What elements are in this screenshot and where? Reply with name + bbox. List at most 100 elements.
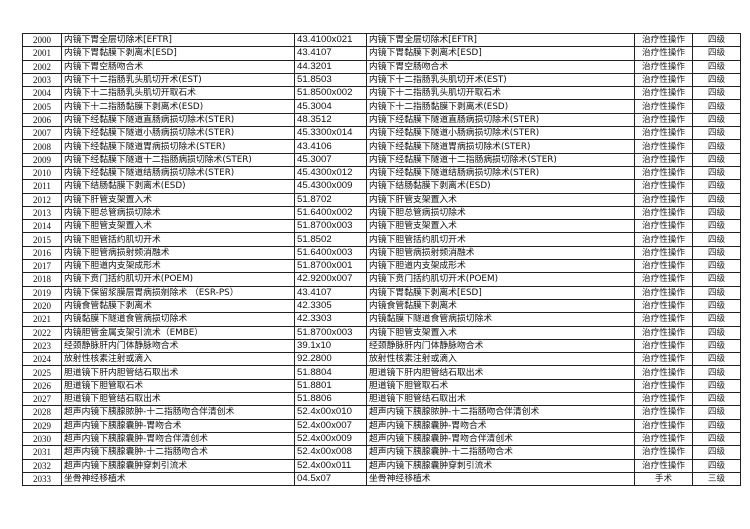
- procedure-code-cell: 51.8804: [294, 365, 367, 380]
- procedure-name-cell: 放射性核素注射或滴入: [61, 352, 295, 367]
- procedure-type-cell: 手术: [634, 471, 693, 487]
- procedure-table: 2000 内镜下胃全层切除术[EFTR] 43.4100x021 内镜下胃全层切除术[…: [22, 32, 741, 487]
- mapped-procedure-name-cell: 内镜食管黏膜下剥离术: [366, 298, 635, 314]
- procedure-type-cell: 治疗性操作: [634, 245, 693, 261]
- procedure-level-cell: 四级: [692, 298, 741, 314]
- procedure-code-cell: 51.8700x001: [294, 259, 367, 274]
- procedure-type-cell: 治疗性操作: [634, 272, 693, 287]
- mapped-procedure-name-cell: 胆道镜下胆管结石取出术: [366, 392, 635, 407]
- table-row: 2024 放射性核素注射或滴入 92.2800 放射性核素注射或滴入 治疗性操作 四级: [22, 352, 741, 367]
- table-row: 2003 内镜下十二指肠乳头肌切开术(EST) 51.8503 内镜下十二指肠乳头肌切…: [22, 72, 741, 88]
- procedure-name-cell: 内镜下结肠黏膜下剥离术(ESD): [61, 179, 295, 194]
- table-row: 2012 内镜下肝管支架置入术 51.8702 内镜下肝管支架置入术 治疗性操作 四级: [22, 192, 741, 207]
- table-row: 2023 经颈静脉肝内门体静脉吻合术 39.1x10 经颈静脉肝内门体静脉吻合术 治疗性…: [22, 338, 741, 354]
- row-number-cell: 2016: [22, 245, 62, 261]
- table-row: 2014 内镜下胆管支架置入术 51.8700x003 内镜下胆管支架置入术 治疗性操作…: [22, 219, 741, 234]
- mapped-procedure-name-cell: 内镜下十二指肠乳头肌切开术(EST): [366, 72, 635, 88]
- procedure-code-cell: 51.8801: [294, 378, 367, 394]
- procedure-name-cell: 内镜下肝管支架置入术: [61, 192, 295, 207]
- procedure-level-cell: 四级: [692, 232, 741, 247]
- procedure-type-cell: 治疗性操作: [634, 126, 693, 141]
- mapped-procedure-name-cell: 内镜下胆管支架置入术: [366, 325, 635, 340]
- row-number-cell: 2028: [22, 405, 62, 420]
- procedure-type-cell: 治疗性操作: [634, 378, 693, 394]
- procedure-type-cell: 治疗性操作: [634, 152, 693, 167]
- procedure-code-cell: 51.8700x003: [294, 325, 367, 340]
- row-number-cell: 2033: [22, 471, 62, 487]
- procedure-name-cell: 内镜下贲门括约肌切开术(POEM): [61, 272, 295, 287]
- row-number-cell: 2006: [22, 112, 62, 128]
- table-row: 2005 内镜下十二指肠黏膜下剥离术(ESD) 45.3004 内镜下十二指肠黏膜下剥…: [22, 99, 741, 114]
- procedure-name-cell: 超声内镜下胰腺囊肿-胃吻合伴清创术: [61, 431, 295, 447]
- procedure-type-cell: 治疗性操作: [634, 165, 693, 181]
- procedure-type-cell: 治疗性操作: [634, 232, 693, 247]
- row-number-cell: 2026: [22, 378, 62, 394]
- procedure-level-cell: 四级: [692, 445, 741, 460]
- mapped-procedure-name-cell: 内镜下胆管病损射频消融术: [366, 245, 635, 261]
- table-row: 2000 内镜下胃全层切除术[EFTR] 43.4100x021 内镜下胃全层切除术[…: [22, 32, 741, 48]
- row-number-cell: 2020: [22, 298, 62, 314]
- mapped-procedure-name-cell: 内镜下贲门括约肌切开术(POEM): [366, 272, 635, 287]
- mapped-procedure-name-cell: 放射性核素注射或滴入: [366, 352, 635, 367]
- procedure-name-cell: 内镜下十二指肠乳头肌切开术(EST): [61, 72, 295, 88]
- procedure-name-cell: 内镜下胆管支架置入术: [61, 219, 295, 234]
- row-number-cell: 2005: [22, 99, 62, 114]
- row-number-cell: 2018: [22, 272, 62, 287]
- procedure-name-cell: 内镜下经黏膜下隧道直肠病损切除术(STER): [61, 112, 295, 128]
- procedure-name-cell: 内镜下胆管括约肌切开术: [61, 232, 295, 247]
- row-number-cell: 2008: [22, 139, 62, 154]
- table-row: 2031 超声内镜下胰腺囊肿-十二指肠吻合术 52.4x00x008 超声内镜下胰腺囊…: [22, 445, 741, 460]
- procedure-level-cell: 四级: [692, 352, 741, 367]
- mapped-procedure-name-cell: 内镜下十二指肠黏膜下剥离术(ESD): [366, 99, 635, 114]
- procedure-level-cell: 四级: [692, 245, 741, 261]
- procedure-type-cell: 治疗性操作: [634, 418, 693, 433]
- procedure-level-cell: 四级: [692, 126, 741, 141]
- procedure-name-cell: 超声内镜下胰腺囊肿穿刺引流术: [61, 458, 295, 473]
- procedure-name-cell: 内镜下胆管病损射频消融术: [61, 245, 295, 261]
- table-row: 2021 内镜黏膜下隧道食管病损切除术 42.3303 内镜黏膜下隧道食管病损切除术治…: [22, 312, 741, 327]
- procedure-name-cell: 内镜下经黏膜下隧道小肠病损切除术(STER): [61, 126, 295, 141]
- procedure-level-cell: 四级: [692, 46, 741, 61]
- row-number-cell: 2032: [22, 458, 62, 473]
- procedure-level-cell: 四级: [692, 192, 741, 207]
- mapped-procedure-name-cell: 内镜下经黏膜下隧道结肠病损切除术(STER): [366, 165, 635, 181]
- table-row: 2029 超声内镜下胰腺囊肿-胃吻合术 52.4x00x007 超声内镜下胰腺囊肿-胃…: [22, 418, 741, 433]
- procedure-type-cell: 治疗性操作: [634, 59, 693, 74]
- table-row: 2017 内镜下胆道内支架成形术 51.8700x001 内镜下胆道内支架成形术 治疗性…: [22, 259, 741, 274]
- table-row: 2018 内镜下贲门括约肌切开术(POEM) 42.9200x007 内镜下贲门括约肌…: [22, 272, 741, 287]
- procedure-level-cell: 四级: [692, 431, 741, 447]
- procedure-type-cell: 治疗性操作: [634, 405, 693, 420]
- procedure-name-cell: 内镜下胃全层切除术[EFTR]: [61, 32, 295, 48]
- procedure-code-cell: 51.8700x003: [294, 219, 367, 234]
- mapped-procedure-name-cell: 内镜下胃黏膜下剥离术[ESD]: [366, 46, 635, 61]
- procedure-type-cell: 治疗性操作: [634, 112, 693, 128]
- procedure-name-cell: 内镜食管黏膜下剥离术: [61, 298, 295, 314]
- mapped-procedure-name-cell: 胆道镜下胆管取石术: [366, 378, 635, 394]
- procedure-code-cell: 42.9200x007: [294, 272, 367, 287]
- procedure-code-cell: 45.4300x012: [294, 165, 367, 181]
- procedure-code-cell: 52.4x00x007: [294, 418, 367, 433]
- mapped-procedure-name-cell: 内镜下结肠黏膜下剥离术(ESD): [366, 179, 635, 194]
- procedure-code-cell: 43.4106: [294, 139, 367, 154]
- table-row: 2010 内镜下经黏膜下隧道结肠病损切除术(STER) 45.4300x012 内镜下…: [22, 165, 741, 181]
- row-number-cell: 2010: [22, 165, 62, 181]
- procedure-type-cell: 治疗性操作: [634, 458, 693, 473]
- procedure-code-cell: 52.4x00x009: [294, 431, 367, 447]
- mapped-procedure-name-cell: 超声内镜下胰腺脓肿-十二指肠吻合伴清创术: [366, 405, 635, 420]
- row-number-cell: 2002: [22, 59, 62, 74]
- procedure-level-cell: 四级: [692, 285, 741, 300]
- procedure-type-cell: 治疗性操作: [634, 86, 693, 101]
- procedure-type-cell: 治疗性操作: [634, 139, 693, 154]
- procedure-level-cell: 四级: [692, 405, 741, 420]
- procedure-level-cell: 四级: [692, 312, 741, 327]
- mapped-procedure-name-cell: 内镜下十二指肠乳头肌切开取石术: [366, 86, 635, 101]
- row-number-cell: 2022: [22, 325, 62, 340]
- procedure-name-cell: 内镜下经黏膜下隧道十二指肠病损切除术(STER): [61, 152, 295, 167]
- procedure-name-cell: 内镜下胆道内支架成形术: [61, 259, 295, 274]
- procedure-type-cell: 治疗性操作: [634, 46, 693, 61]
- row-number-cell: 2029: [22, 418, 62, 433]
- procedure-name-cell: 超声内镜下胰腺囊肿-胃吻合术: [61, 418, 295, 433]
- procedure-type-cell: 治疗性操作: [634, 192, 693, 207]
- procedure-type-cell: 治疗性操作: [634, 219, 693, 234]
- procedure-name-cell: 超声内镜下胰腺囊肿-十二指肠吻合术: [61, 445, 295, 460]
